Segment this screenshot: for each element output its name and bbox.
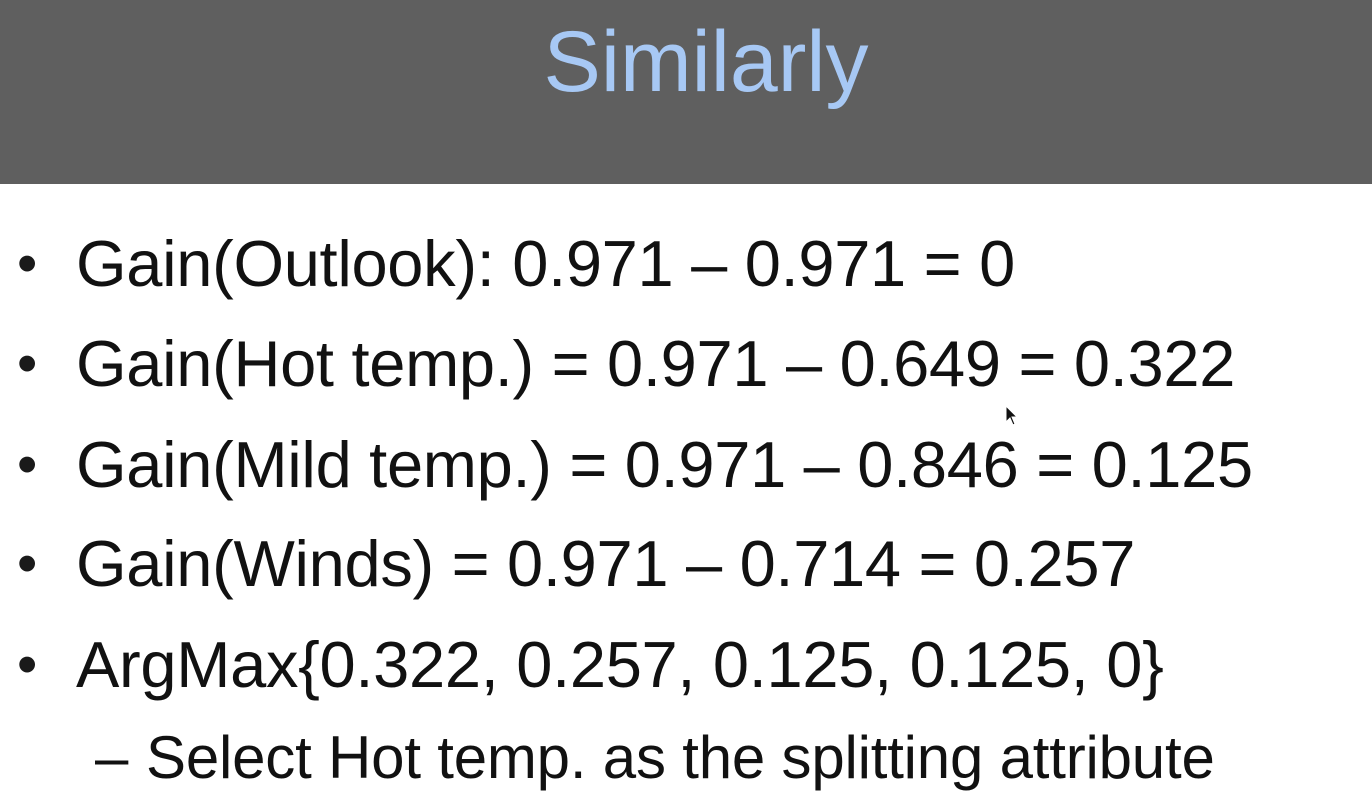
bullet-text: Gain(Winds) = 0.971 – 0.714 = 0.257 [76, 527, 1136, 600]
sub-bullet-dash: – [95, 724, 129, 791]
slide-title: Similarly [543, 14, 869, 110]
sub-bullet-text: Select Hot temp. as the splitting attrib… [146, 724, 1215, 791]
bullet-text: Gain(Hot temp.) = 0.971 – 0.649 = 0.322 [76, 327, 1236, 400]
title-bar: Similarly [0, 0, 1372, 184]
bullet-gain-winds: • Gain(Winds) = 0.971 – 0.714 = 0.257 [0, 527, 1372, 601]
bullet-argmax: • ArgMax{0.322, 0.257, 0.125, 0.125, 0} [0, 628, 1372, 702]
bullet-gain-hot-temp: • Gain(Hot temp.) = 0.971 – 0.649 = 0.32… [0, 327, 1372, 401]
sub-bullet-select: – Select Hot temp. as the splitting attr… [0, 723, 1372, 793]
bullet-text: ArgMax{0.322, 0.257, 0.125, 0.125, 0} [76, 628, 1164, 701]
bullet-dot: • [17, 632, 38, 697]
bullet-dot: • [17, 432, 38, 497]
bullet-text: Gain(Mild temp.) = 0.971 – 0.846 = 0.125 [76, 428, 1253, 501]
bullet-dot: • [17, 531, 38, 596]
bullet-gain-mild-temp: • Gain(Mild temp.) = 0.971 – 0.846 = 0.1… [0, 428, 1372, 502]
bullet-dot: • [17, 231, 38, 296]
bullet-text: Gain(Outlook): 0.971 – 0.971 = 0 [76, 227, 1015, 300]
bullet-gain-outlook: • Gain(Outlook): 0.971 – 0.971 = 0 [0, 227, 1372, 301]
bullet-dot: • [17, 331, 38, 396]
mouse-pointer-icon [1005, 405, 1019, 426]
